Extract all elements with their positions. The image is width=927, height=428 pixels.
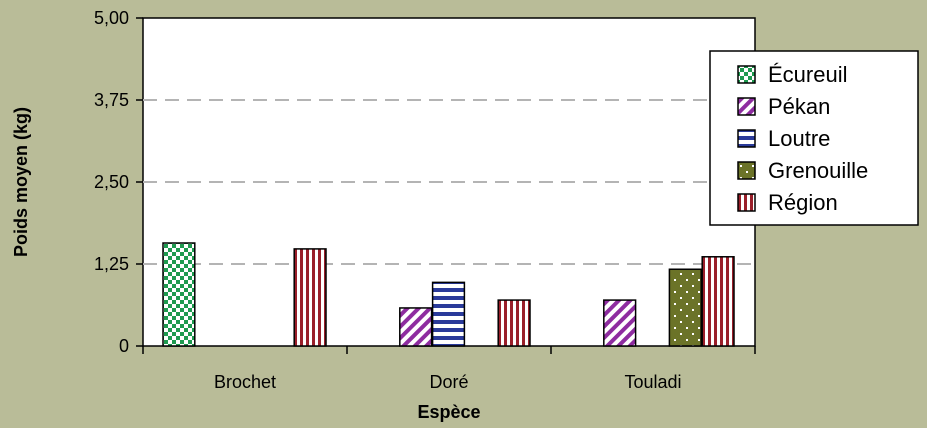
- bars: [162, 242, 735, 347]
- y-tick-label: 1,25: [94, 254, 129, 274]
- x-axis-label: Espèce: [417, 402, 480, 422]
- bar-checker-brochet: [162, 242, 196, 347]
- y-axis-ticks: 0 1,25 2,50 3,75 5,00: [94, 8, 143, 356]
- legend-swatch: [737, 97, 756, 116]
- bar-diagonal-doré: [399, 307, 433, 347]
- legend: Écureuil Pékan Loutre Grenouille Région: [709, 50, 919, 226]
- x-axis-ticks: Brochet Doré Touladi: [142, 346, 756, 392]
- y-tick-label: 0: [119, 336, 129, 356]
- y-axis-label: Poids moyen (kg): [11, 107, 31, 257]
- bar-diagonal-touladi: [603, 299, 637, 347]
- bar-dots-touladi: [668, 268, 702, 347]
- x-tick-label: Touladi: [624, 372, 681, 392]
- legend-swatch: [737, 65, 756, 84]
- x-tick-label: Brochet: [214, 372, 276, 392]
- bar-horizontal-doré: [431, 281, 466, 347]
- legend-label: Grenouille: [768, 158, 868, 183]
- y-tick-label: 5,00: [94, 8, 129, 28]
- bar-vertical-doré: [497, 299, 531, 347]
- gridlines: [143, 99, 755, 265]
- legend-label: Écureuil: [768, 62, 847, 87]
- y-tick-label: 3,75: [94, 90, 129, 110]
- legend-swatch: [737, 161, 756, 180]
- y-tick-label: 2,50: [94, 172, 129, 192]
- legend-label: Pékan: [768, 94, 830, 119]
- x-tick-label: Doré: [429, 372, 468, 392]
- legend-label: Loutre: [768, 126, 830, 151]
- bar-vertical-brochet: [293, 248, 327, 347]
- legend-swatch: [737, 193, 756, 212]
- legend-label: Région: [768, 190, 838, 215]
- bar-vertical-touladi: [701, 256, 735, 347]
- legend-swatch: [737, 129, 756, 148]
